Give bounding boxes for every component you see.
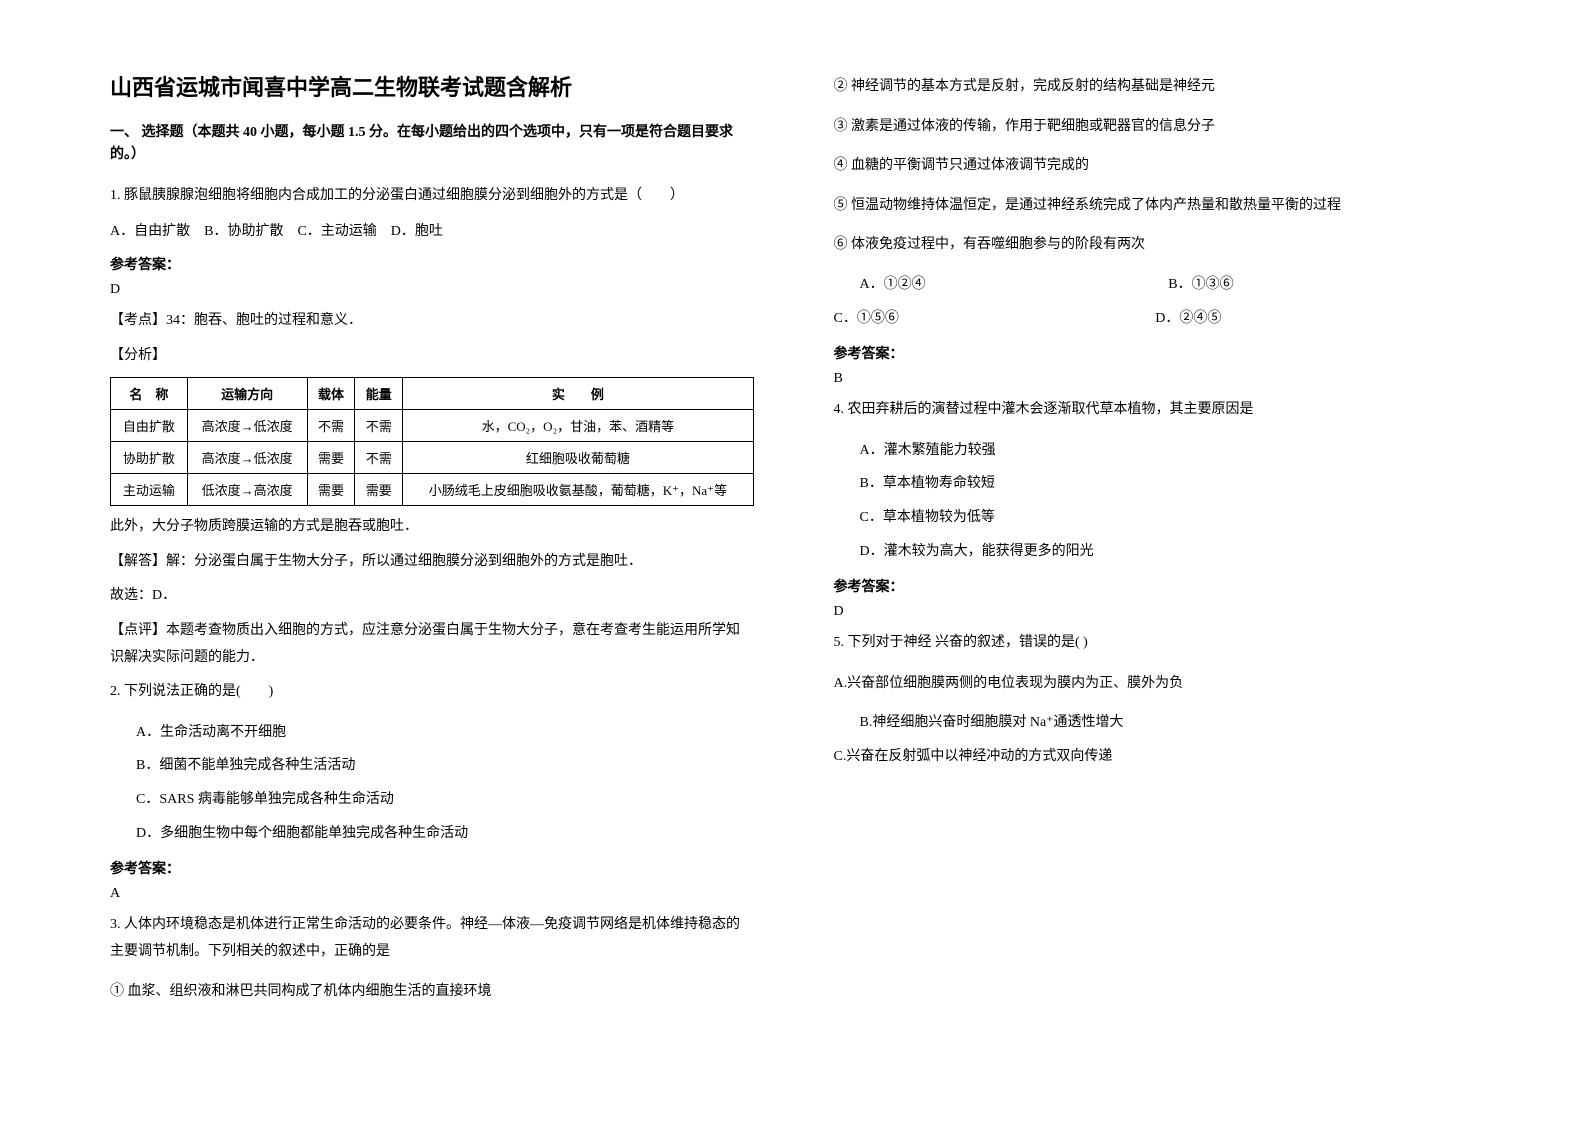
th: 实 例 bbox=[403, 378, 753, 410]
q3-optB: B．①③⑥ bbox=[1168, 268, 1477, 302]
q3-c2: ② 神经调节的基本方式是反射，完成反射的结构基础是神经元 bbox=[834, 70, 1478, 104]
q3-answer: B bbox=[834, 371, 1478, 387]
q2-optD: D．多细胞生物中每个细胞都能单独完成各种生命活动 bbox=[110, 817, 754, 851]
q3-optD: D．②④⑤ bbox=[1155, 302, 1477, 336]
q3-c5: ⑤ 恒温动物维持体温恒定，是通过神经系统完成了体内产热量和散热量平衡的过程 bbox=[834, 189, 1478, 223]
th: 运输方向 bbox=[187, 378, 307, 410]
q5-optA: A.兴奋部位细胞膜两侧的电位表现为膜内为正、膜外为负 bbox=[834, 667, 1478, 701]
q1-post3: 故选：D． bbox=[110, 583, 754, 610]
table-row: 协助扩散 高浓度→低浓度 需要 不需 红细胞吸收葡萄糖 bbox=[111, 442, 754, 474]
q5-optC: C.兴奋在反射弧中以神经冲动的方式双向传递 bbox=[834, 740, 1478, 774]
q3-text: 3. 人体内环境稳态是机体进行正常生命活动的必要条件。神经—体液—免疫调节网络是… bbox=[110, 912, 754, 965]
q4-optA: A．灌木繁殖能力较强 bbox=[834, 434, 1478, 468]
table-row: 主动运输 低浓度→高浓度 需要 需要 小肠绒毛上皮细胞吸收氨基酸，葡萄糖，K⁺，… bbox=[111, 474, 754, 506]
q4-optB: B．草本植物寿命较短 bbox=[834, 467, 1478, 501]
th: 能量 bbox=[355, 378, 403, 410]
q1-options: A．自由扩散 B．协助扩散 C．主动运输 D．胞吐 bbox=[110, 219, 754, 246]
page-title: 山西省运城市闻喜中学高二生物联考试题含解析 bbox=[110, 70, 754, 102]
q2-optC: C．SARS 病毒能够单独完成各种生命活动 bbox=[110, 783, 754, 817]
q2-text: 2. 下列说法正确的是( ) bbox=[110, 679, 754, 706]
q1-tag1: 【考点】34：胞吞、胞吐的过程和意义． bbox=[110, 308, 754, 335]
q3-c6: ⑥ 体液免疫过程中，有吞噬细胞参与的阶段有两次 bbox=[834, 228, 1478, 262]
th: 名 称 bbox=[111, 378, 188, 410]
q1-table: 名 称 运输方向 载体 能量 实 例 自由扩散 高浓度→低浓度 不需 不需 水，… bbox=[110, 377, 754, 506]
q4-optD: D．灌木较为高大，能获得更多的阳光 bbox=[834, 535, 1478, 569]
q3-c1: ① 血浆、组织液和淋巴共同构成了机体内细胞生活的直接环境 bbox=[110, 975, 754, 1009]
q2-answer-label: 参考答案： bbox=[110, 858, 754, 878]
q1-text: 1. 豚鼠胰腺腺泡细胞将细胞内合成加工的分泌蛋白通过细胞膜分泌到细胞外的方式是（… bbox=[110, 183, 754, 210]
q4-answer-label: 参考答案： bbox=[834, 576, 1478, 596]
q3-optC: C．①⑤⑥ bbox=[834, 302, 1156, 336]
q4-answer: D bbox=[834, 604, 1478, 620]
q1-answer: D bbox=[110, 282, 754, 298]
q3-optA: A．①②④ bbox=[834, 268, 1169, 302]
q1-tag2: 【分析】 bbox=[110, 343, 754, 370]
q2-answer: A bbox=[110, 886, 754, 902]
q1-answer-label: 参考答案： bbox=[110, 254, 754, 274]
q3-answer-label: 参考答案： bbox=[834, 343, 1478, 363]
q3-c3: ③ 激素是通过体液的传输，作用于靶细胞或靶器官的信息分子 bbox=[834, 110, 1478, 144]
q4-optC: C．草本植物较为低等 bbox=[834, 501, 1478, 535]
q5-optB: B.神经细胞兴奋时细胞膜对 Na⁺通透性增大 bbox=[834, 706, 1478, 740]
th: 载体 bbox=[307, 378, 355, 410]
q3-c4: ④ 血糖的平衡调节只通过体液调节完成的 bbox=[834, 149, 1478, 183]
q2-optA: A．生命活动离不开细胞 bbox=[110, 716, 754, 750]
q2-optB: B．细菌不能单独完成各种生活活动 bbox=[110, 749, 754, 783]
q4-text: 4. 农田弃耕后的演替过程中灌木会逐渐取代草本植物，其主要原因是 bbox=[834, 397, 1478, 424]
table-row: 自由扩散 高浓度→低浓度 不需 不需 水，CO₂，O₂，甘油，苯、酒精等 bbox=[111, 410, 754, 442]
q1-post2: 【解答】解：分泌蛋白属于生物大分子，所以通过细胞膜分泌到细胞外的方式是胞吐． bbox=[110, 549, 754, 576]
section-header: 一、 选择题（本题共 40 小题，每小题 1.5 分。在每小题给出的四个选项中，… bbox=[110, 122, 754, 167]
q5-text: 5. 下列对于神经 兴奋的叙述，错误的是( ) bbox=[834, 630, 1478, 657]
q1-post4: 【点评】本题考查物质出入细胞的方式，应注意分泌蛋白属于生物大分子，意在考查考生能… bbox=[110, 618, 754, 671]
q1-post1: 此外，大分子物质跨膜运输的方式是胞吞或胞吐． bbox=[110, 514, 754, 541]
